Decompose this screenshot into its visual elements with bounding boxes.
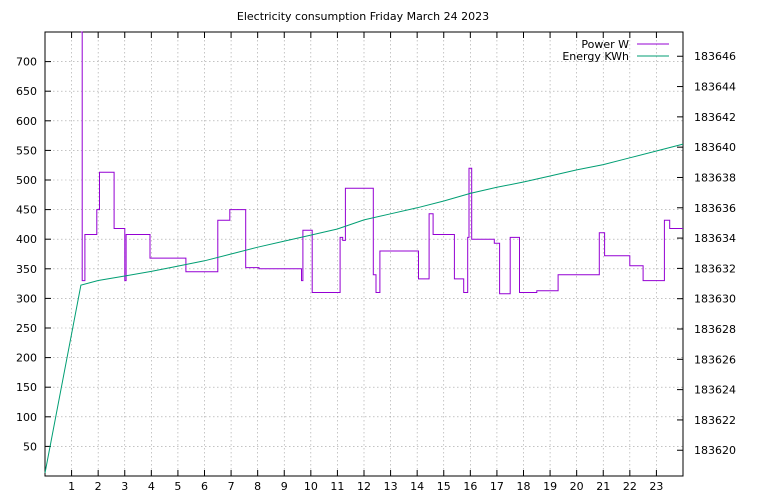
x-tick-label: 13 bbox=[384, 480, 398, 493]
y2-tick-label: 183640 bbox=[694, 141, 736, 154]
x-tick-label: 6 bbox=[201, 480, 208, 493]
y-tick-label: 500 bbox=[16, 174, 37, 187]
x-tick-label: 3 bbox=[121, 480, 128, 493]
y-tick-label: 700 bbox=[16, 56, 37, 69]
axes bbox=[44, 31, 684, 477]
legend-label: Energy KWh bbox=[562, 50, 629, 63]
x-tick-label: 8 bbox=[254, 480, 261, 493]
x-tick-label: 15 bbox=[437, 480, 451, 493]
y2-tick-label: 183630 bbox=[694, 293, 736, 306]
x-tick-label: 21 bbox=[596, 480, 610, 493]
x-tick-label: 4 bbox=[148, 480, 155, 493]
x-tick-label: 7 bbox=[228, 480, 235, 493]
y-tick-label: 100 bbox=[16, 411, 37, 424]
y2-tick-label: 183642 bbox=[694, 111, 736, 124]
x-tick-label: 12 bbox=[357, 480, 371, 493]
x-tick-label: 1 bbox=[68, 480, 75, 493]
x-tick-label: 10 bbox=[304, 480, 318, 493]
y2-tick-label: 183646 bbox=[694, 50, 736, 63]
series-line-energy-kwh bbox=[44, 143, 684, 474]
y-tick-label: 150 bbox=[16, 381, 37, 394]
y2-tick-label: 183634 bbox=[694, 232, 736, 245]
y-tick-label: 50 bbox=[23, 440, 37, 453]
x-tick-label: 9 bbox=[281, 480, 288, 493]
y-tick-label: 200 bbox=[16, 352, 37, 365]
y2-tick-label: 183636 bbox=[694, 202, 736, 215]
y2-tick-label: 183632 bbox=[694, 262, 736, 275]
x-tick-label: 19 bbox=[543, 480, 557, 493]
y-tick-label: 250 bbox=[16, 322, 37, 335]
y2-tick-label: 183638 bbox=[694, 171, 736, 184]
legend-label: Power W bbox=[581, 38, 629, 51]
series-line-power-w bbox=[80, 31, 683, 295]
x-tick-label: 14 bbox=[410, 480, 424, 493]
x-tick-label: 17 bbox=[490, 480, 504, 493]
y2-tick-label: 183622 bbox=[694, 414, 736, 427]
series-lines bbox=[44, 31, 684, 474]
x-tick-label: 23 bbox=[649, 480, 663, 493]
y2-tick-label: 183626 bbox=[694, 353, 736, 366]
x-tick-label: 5 bbox=[174, 480, 181, 493]
y-tick-label: 300 bbox=[16, 292, 37, 305]
y-tick-label: 550 bbox=[16, 144, 37, 157]
y2-tick-label: 183624 bbox=[694, 384, 736, 397]
x-tick-label: 18 bbox=[517, 480, 531, 493]
tick-labels: 1 2 3 4 5 6 7 8 9 10 11 12 13 14 15 16 17 18 19 20 21 22 23501… bbox=[16, 50, 736, 493]
y2-tick-label: 183620 bbox=[694, 444, 736, 457]
y-tick-label: 400 bbox=[16, 233, 37, 246]
x-tick-label: 2 bbox=[95, 480, 102, 493]
y-tick-label: 350 bbox=[16, 263, 37, 276]
y-tick-label: 650 bbox=[16, 85, 37, 98]
grid-lines bbox=[45, 32, 683, 476]
chart-title: Electricity consumption Friday March 24 … bbox=[237, 10, 489, 23]
y-tick-label: 450 bbox=[16, 204, 37, 217]
y2-tick-label: 183628 bbox=[694, 323, 736, 336]
x-tick-label: 22 bbox=[623, 480, 637, 493]
y2-tick-label: 183644 bbox=[694, 81, 736, 94]
x-tick-label: 16 bbox=[463, 480, 477, 493]
x-tick-label: 20 bbox=[570, 480, 584, 493]
y-tick-label: 600 bbox=[16, 115, 37, 128]
x-tick-label: 11 bbox=[330, 480, 344, 493]
